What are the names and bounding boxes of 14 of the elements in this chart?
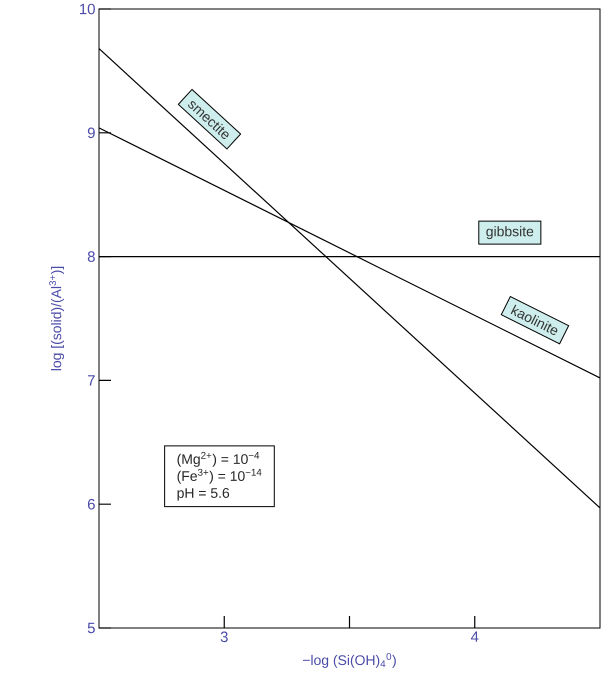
annotation: (Fe$^{3+}$) = 10$^{−14}$ [177,468,262,484]
x-tick-label: 3 [220,632,228,642]
y-tick-label: 8 [88,251,95,262]
series-label: gibbsite [486,226,534,240]
annotation: pH = 5.6 [178,488,230,501]
y-axis-title: log [(solid)/(Al$^{3+}$)] [49,266,64,370]
y-tick-label: 7 [88,375,95,386]
annotation: (Mg$^{2+}$) = 10$^{−4}$ [177,452,260,467]
y-tick-label: 9 [88,128,95,138]
y-tick-label: 5 [88,622,95,634]
y-tick-label: 6 [88,498,95,510]
y-tick-label: 10 [80,4,95,14]
x-axis-title: −log (Si(OH)$_{4}$$^{0}$) [302,652,396,668]
x-tick-label: 4 [470,632,478,642]
